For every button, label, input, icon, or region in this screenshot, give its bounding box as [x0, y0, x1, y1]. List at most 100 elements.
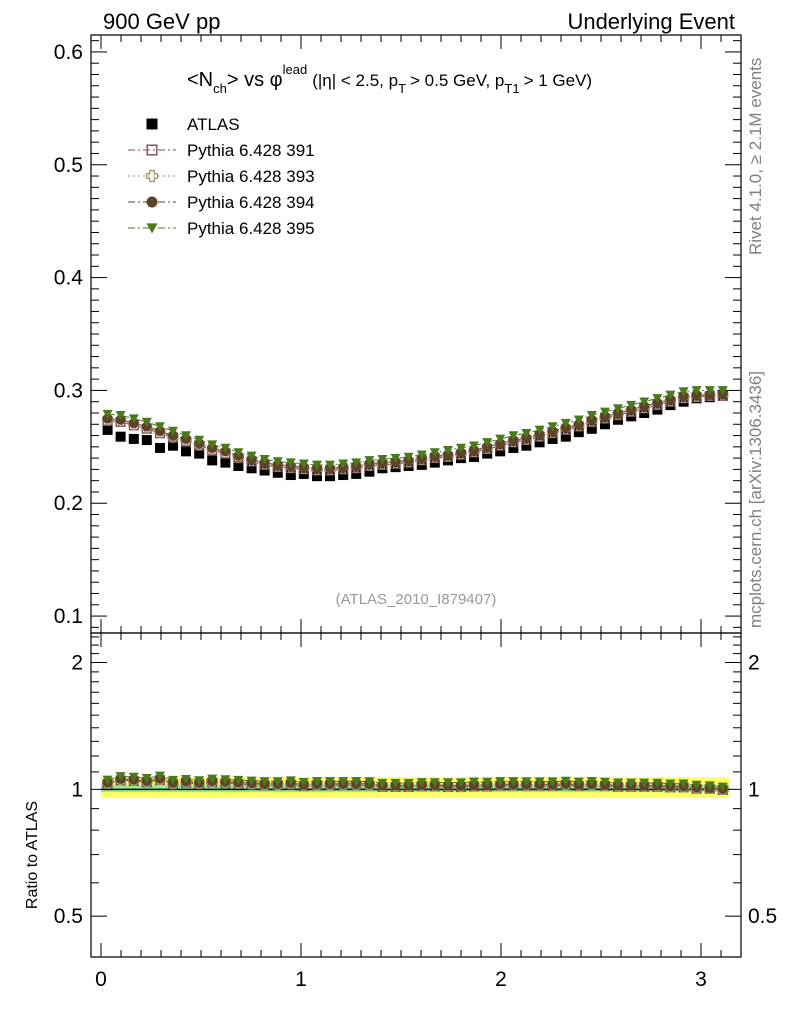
ratio-point-pythia-6-428-395 [613, 778, 623, 788]
point-atlas [141, 435, 152, 446]
ratio-point-pythia-6-428-395 [482, 777, 493, 787]
ratio-point-pythia-6-428-395 [364, 777, 375, 787]
point-pythia-6-428-395 [272, 457, 283, 467]
point-pythia-6-428-395 [325, 460, 335, 470]
point-pythia-6-428-395 [194, 435, 205, 446]
point-atlas [586, 423, 597, 434]
point-pythia-6-428-395 [560, 418, 571, 429]
ratio-point-pythia-6-428-395 [115, 772, 126, 782]
point-pythia-6-428-395 [364, 456, 375, 466]
point-atlas [508, 442, 519, 453]
legend-label-atlas: ATLAS [187, 115, 240, 134]
point-pythia-6-428-395 [390, 453, 401, 464]
ratio-point-pythia-6-428-395 [181, 774, 191, 785]
legend-label-pythia-6-428-391: Pythia 6.428 391 [187, 141, 315, 160]
ratio-point-pythia-6-428-395 [626, 778, 637, 788]
ratio-uncertainty-bands [101, 776, 730, 798]
ratio-point-pythia-6-428-395 [495, 777, 506, 787]
ratio-point-pythia-6-428-395 [429, 778, 440, 788]
ratio-point-pythia-6-428-395 [102, 775, 113, 785]
point-pythia-6-428-395 [717, 386, 728, 396]
ratio-point-pythia-6-428-395 [351, 777, 362, 787]
legend-marker-pythia-6-428-393 [145, 169, 159, 183]
point-atlas [547, 433, 558, 444]
ratio-point-pythia-6-428-395 [717, 782, 728, 792]
legend-label-pythia-6-428-394: Pythia 6.428 394 [187, 193, 315, 212]
point-pythia-6-428-395 [626, 400, 637, 411]
point-pythia-6-428-395 [416, 450, 427, 460]
y-tick-label: 0.3 [54, 379, 83, 402]
point-pythia-6-428-395 [573, 415, 584, 425]
point-pythia-6-428-395 [495, 434, 506, 444]
point-pythia-6-428-395 [220, 443, 231, 453]
point-pythia-6-428-395 [508, 431, 519, 441]
ratio-point-pythia-6-428-395 [285, 776, 296, 786]
ratio-point-pythia-6-428-395 [312, 777, 322, 787]
ratio-y-axis-label: Ratio to ATLAS [24, 801, 41, 909]
legend-marker-pythia-6-428-395 [146, 223, 158, 234]
legend-label-pythia-6-428-393: Pythia 6.428 393 [187, 167, 315, 186]
ratio-point-pythia-6-428-395 [508, 777, 519, 787]
ratio-point-pythia-6-428-395 [390, 778, 401, 789]
ratio-point-pythia-6-428-395 [325, 777, 335, 787]
ratio-point-pythia-6-428-395 [207, 774, 218, 784]
ratio-band-inner [101, 784, 730, 793]
point-atlas [351, 468, 362, 479]
point-pythia-6-428-395 [298, 459, 309, 469]
ratio-panel: 0 1 2 3 0.5 0.5 1 1 2 2 [54, 632, 777, 991]
point-pythia-6-428-395 [312, 460, 322, 470]
ratio-frame [90, 632, 742, 958]
y-tick-label: 0.2 [54, 492, 83, 515]
legend-marker-pythia-6-428-391 [146, 144, 158, 156]
point-pythia-6-428-395 [704, 386, 715, 396]
point-atlas [115, 431, 126, 442]
point-pythia-6-428-395 [547, 422, 558, 432]
legend-marker-pythia-6-428-394 [146, 196, 158, 208]
ratio-point-pythia-6-428-395 [586, 777, 597, 787]
point-pythia-6-428-395 [534, 425, 545, 435]
ratio-series-markers [101, 771, 729, 795]
point-pythia-6-428-395 [691, 386, 702, 396]
point-pythia-6-428-395 [155, 422, 165, 432]
point-pythia-6-428-395 [403, 452, 414, 462]
ratio-y-tick-label: 0.5 [54, 905, 83, 928]
ratio-point-pythia-6-428-395 [168, 775, 178, 786]
ratio-point-pythia-6-428-395 [416, 778, 427, 788]
point-atlas [220, 457, 231, 468]
ratio-point-pythia-6-428-395 [678, 779, 689, 789]
point-pythia-6-428-395 [351, 458, 362, 468]
plot-title: <Nch> vs φlead(|η| < 2.5, pT > 0.5 GeV, p… [187, 62, 592, 96]
legend-marker-atlas [146, 118, 158, 130]
ratio-point-pythia-6-428-395 [600, 777, 610, 788]
ratio-point-pythia-6-428-395 [456, 778, 466, 788]
y-tick-label: 0.6 [54, 41, 83, 64]
x-tick-label: 2 [495, 968, 507, 991]
x-tick-label: 1 [295, 968, 307, 991]
point-pythia-6-428-395 [469, 441, 479, 451]
ratio-point-pythia-6-428-395 [259, 777, 270, 787]
point-pythia-6-428-395 [443, 445, 453, 456]
point-atlas [573, 427, 584, 438]
point-atlas [495, 446, 506, 457]
point-pythia-6-428-395 [141, 417, 152, 428]
point-pythia-6-428-395 [586, 410, 597, 421]
point-pythia-6-428-395 [652, 394, 663, 404]
point-atlas [259, 465, 270, 476]
legend: ATLAS Pythia 6.428 391 Pythia 6.428 393 Pyt… [128, 115, 315, 238]
x-tick-label: 3 [695, 968, 707, 991]
ratio-point-pythia-6-428-395 [246, 776, 257, 786]
point-atlas [246, 463, 257, 474]
main-series-markers [101, 386, 729, 482]
point-pythia-6-428-395 [233, 448, 244, 458]
point-atlas [272, 467, 283, 478]
ratio-point-pythia-6-428-395 [665, 779, 676, 789]
ratio-point-pythia-6-428-395 [652, 778, 663, 788]
point-pythia-6-428-395 [102, 409, 113, 420]
point-atlas [560, 431, 571, 442]
point-pythia-6-428-395 [128, 414, 139, 424]
legend-label-pythia-6-428-395: Pythia 6.428 395 [187, 219, 315, 238]
y-tick-label: 0.5 [54, 154, 83, 177]
ratio-point-pythia-6-428-395 [443, 778, 453, 788]
